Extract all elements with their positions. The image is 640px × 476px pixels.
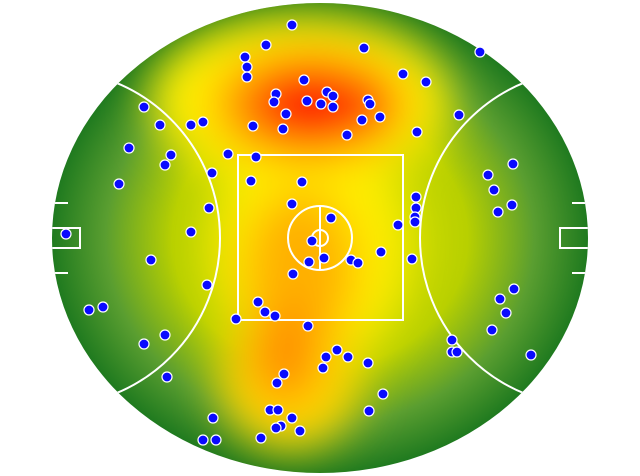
point: [451, 346, 463, 358]
point: [123, 142, 135, 154]
point: [320, 351, 332, 363]
point: [362, 357, 374, 369]
point: [245, 175, 257, 187]
point: [327, 101, 339, 113]
point: [278, 368, 290, 380]
point: [185, 226, 197, 238]
point: [352, 257, 364, 269]
point: [474, 46, 486, 58]
point: [374, 111, 386, 123]
point: [138, 338, 150, 350]
point: [203, 202, 215, 214]
point: [255, 432, 267, 444]
point: [287, 268, 299, 280]
point: [60, 228, 72, 240]
point: [315, 98, 327, 110]
point: [500, 307, 512, 319]
point: [306, 235, 318, 247]
point: [392, 219, 404, 231]
point: [252, 296, 264, 308]
point: [482, 169, 494, 181]
point: [507, 158, 519, 170]
point: [303, 256, 315, 268]
point: [241, 71, 253, 83]
point: [486, 324, 498, 336]
point: [206, 167, 218, 179]
point: [325, 212, 337, 224]
point: [494, 293, 506, 305]
point: [269, 310, 281, 322]
point: [508, 283, 520, 295]
point: [185, 119, 197, 131]
point: [113, 178, 125, 190]
point: [363, 405, 375, 417]
point: [397, 68, 409, 80]
point: [410, 191, 422, 203]
point: [342, 351, 354, 363]
point: [247, 120, 259, 132]
point: [159, 159, 171, 171]
point: [286, 198, 298, 210]
point: [301, 95, 313, 107]
point: [250, 151, 262, 163]
point: [210, 434, 222, 446]
point: [241, 61, 253, 73]
point: [453, 109, 465, 121]
point: [317, 362, 329, 374]
point: [280, 108, 292, 120]
point: [201, 279, 213, 291]
point: [341, 129, 353, 141]
point: [492, 206, 504, 218]
point: [197, 434, 209, 446]
point: [377, 388, 389, 400]
point: [302, 320, 314, 332]
point: [406, 253, 418, 265]
point: [506, 199, 518, 211]
point: [230, 313, 242, 325]
point: [364, 98, 376, 110]
point: [268, 96, 280, 108]
point: [375, 246, 387, 258]
point: [165, 149, 177, 161]
point: [356, 114, 368, 126]
point: [446, 334, 458, 346]
point: [525, 349, 537, 361]
point: [286, 412, 298, 424]
point: [83, 304, 95, 316]
point: [154, 119, 166, 131]
point: [260, 39, 272, 51]
point: [298, 74, 310, 86]
point: [286, 19, 298, 31]
point: [145, 254, 157, 266]
point: [411, 126, 423, 138]
field: [52, 3, 588, 473]
point: [222, 148, 234, 160]
point: [270, 422, 282, 434]
point: [271, 377, 283, 389]
point: [272, 404, 284, 416]
point: [488, 184, 500, 196]
point: [409, 216, 421, 228]
point: [277, 123, 289, 135]
point: [318, 252, 330, 264]
point: [97, 301, 109, 313]
point: [159, 329, 171, 341]
point: [331, 344, 343, 356]
point: [294, 425, 306, 437]
point: [259, 306, 271, 318]
point: [358, 42, 370, 54]
point: [296, 176, 308, 188]
point: [420, 76, 432, 88]
point: [197, 116, 209, 128]
point: [207, 412, 219, 424]
point: [138, 101, 150, 113]
point: [161, 371, 173, 383]
point: [327, 90, 339, 102]
point: [239, 51, 251, 63]
